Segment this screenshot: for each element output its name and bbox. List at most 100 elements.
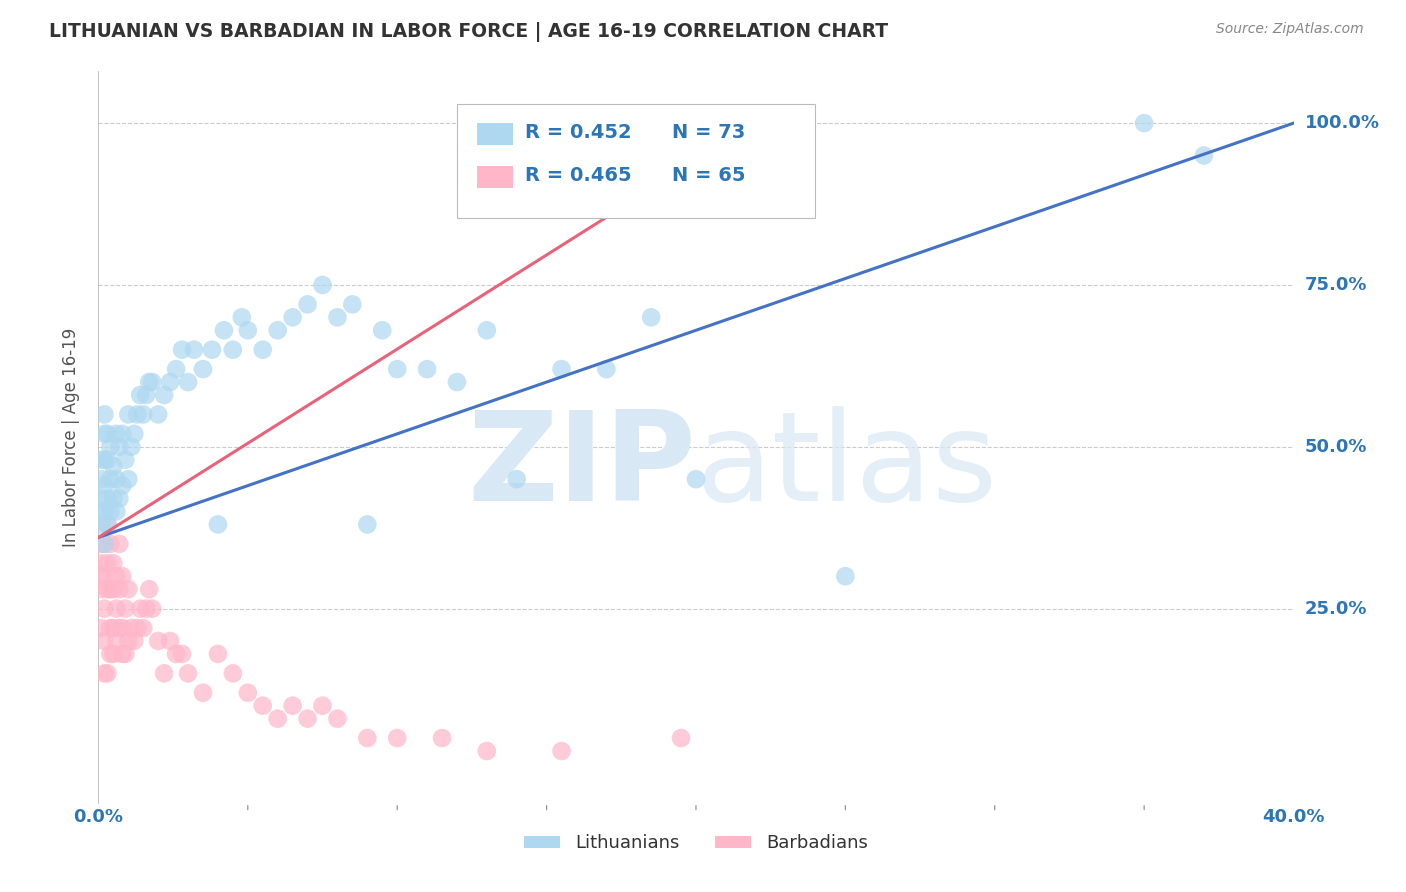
- Text: N = 73: N = 73: [672, 122, 745, 142]
- Text: R = 0.465: R = 0.465: [524, 167, 631, 186]
- Point: [236, 323, 259, 337]
- Point: [132, 408, 155, 422]
- Point: [114, 647, 136, 661]
- Point: [90, 621, 112, 635]
- Point: [93, 537, 115, 551]
- Point: [311, 698, 333, 713]
- Point: [90, 517, 112, 532]
- Point: [90, 582, 112, 597]
- Text: Source: ZipAtlas.com: Source: ZipAtlas.com: [1216, 22, 1364, 37]
- Point: [267, 712, 290, 726]
- Point: [267, 323, 290, 337]
- Point: [446, 375, 468, 389]
- Point: [103, 621, 125, 635]
- Point: [90, 569, 112, 583]
- Point: [183, 343, 205, 357]
- Point: [105, 601, 128, 615]
- Point: [103, 557, 125, 571]
- Point: [96, 666, 118, 681]
- Point: [93, 504, 115, 518]
- Point: [105, 634, 128, 648]
- Point: [834, 569, 856, 583]
- Point: [117, 408, 139, 422]
- Point: [93, 601, 115, 615]
- Point: [475, 744, 498, 758]
- Point: [231, 310, 253, 325]
- Y-axis label: In Labor Force | Age 16-19: In Labor Force | Age 16-19: [62, 327, 80, 547]
- Point: [96, 517, 118, 532]
- Point: [669, 731, 692, 745]
- Point: [385, 362, 409, 376]
- Point: [105, 472, 128, 486]
- Point: [120, 440, 142, 454]
- Point: [165, 362, 187, 376]
- Point: [114, 452, 136, 467]
- Point: [96, 426, 118, 441]
- Point: [252, 698, 274, 713]
- Point: [96, 452, 118, 467]
- Point: [356, 517, 378, 532]
- Point: [108, 440, 131, 454]
- Point: [148, 408, 170, 422]
- Point: [124, 426, 146, 441]
- Point: [141, 375, 163, 389]
- Point: [103, 459, 125, 474]
- FancyBboxPatch shape: [477, 122, 513, 145]
- Text: ZIP: ZIP: [467, 406, 696, 527]
- Text: N = 65: N = 65: [672, 167, 745, 186]
- Point: [177, 375, 200, 389]
- Point: [550, 362, 572, 376]
- Text: 50.0%: 50.0%: [1305, 438, 1367, 456]
- Point: [141, 601, 163, 615]
- Point: [297, 297, 319, 311]
- Point: [93, 569, 115, 583]
- Point: [111, 647, 134, 661]
- Point: [640, 310, 662, 325]
- Point: [93, 408, 115, 422]
- Point: [108, 582, 131, 597]
- Point: [550, 744, 572, 758]
- Point: [90, 557, 112, 571]
- Point: [222, 343, 245, 357]
- Point: [93, 634, 115, 648]
- Point: [135, 601, 157, 615]
- Point: [117, 634, 139, 648]
- Point: [111, 569, 134, 583]
- Point: [506, 472, 529, 486]
- Point: [93, 666, 115, 681]
- Point: [90, 537, 112, 551]
- Text: 100.0%: 100.0%: [1305, 114, 1379, 132]
- Point: [120, 621, 142, 635]
- Point: [153, 388, 176, 402]
- Point: [129, 601, 152, 615]
- Point: [105, 569, 128, 583]
- Point: [103, 647, 125, 661]
- Point: [177, 666, 200, 681]
- Point: [117, 582, 139, 597]
- Point: [98, 582, 122, 597]
- Point: [108, 537, 131, 551]
- FancyBboxPatch shape: [477, 167, 513, 188]
- Point: [96, 491, 118, 506]
- Point: [98, 504, 122, 518]
- Point: [297, 712, 319, 726]
- Point: [311, 277, 333, 292]
- Point: [98, 537, 122, 551]
- Point: [1133, 116, 1156, 130]
- Text: LITHUANIAN VS BARBADIAN IN LABOR FORCE | AGE 16-19 CORRELATION CHART: LITHUANIAN VS BARBADIAN IN LABOR FORCE |…: [49, 22, 889, 42]
- Point: [138, 375, 160, 389]
- Point: [98, 621, 122, 635]
- Point: [135, 388, 157, 402]
- Point: [90, 491, 112, 506]
- Point: [326, 712, 349, 726]
- Point: [281, 310, 304, 325]
- Point: [222, 666, 245, 681]
- Point: [165, 647, 187, 661]
- Point: [326, 310, 349, 325]
- Point: [430, 731, 453, 745]
- Text: atlas: atlas: [696, 406, 998, 527]
- Point: [111, 426, 134, 441]
- Point: [252, 343, 274, 357]
- Point: [595, 362, 617, 376]
- Point: [96, 517, 118, 532]
